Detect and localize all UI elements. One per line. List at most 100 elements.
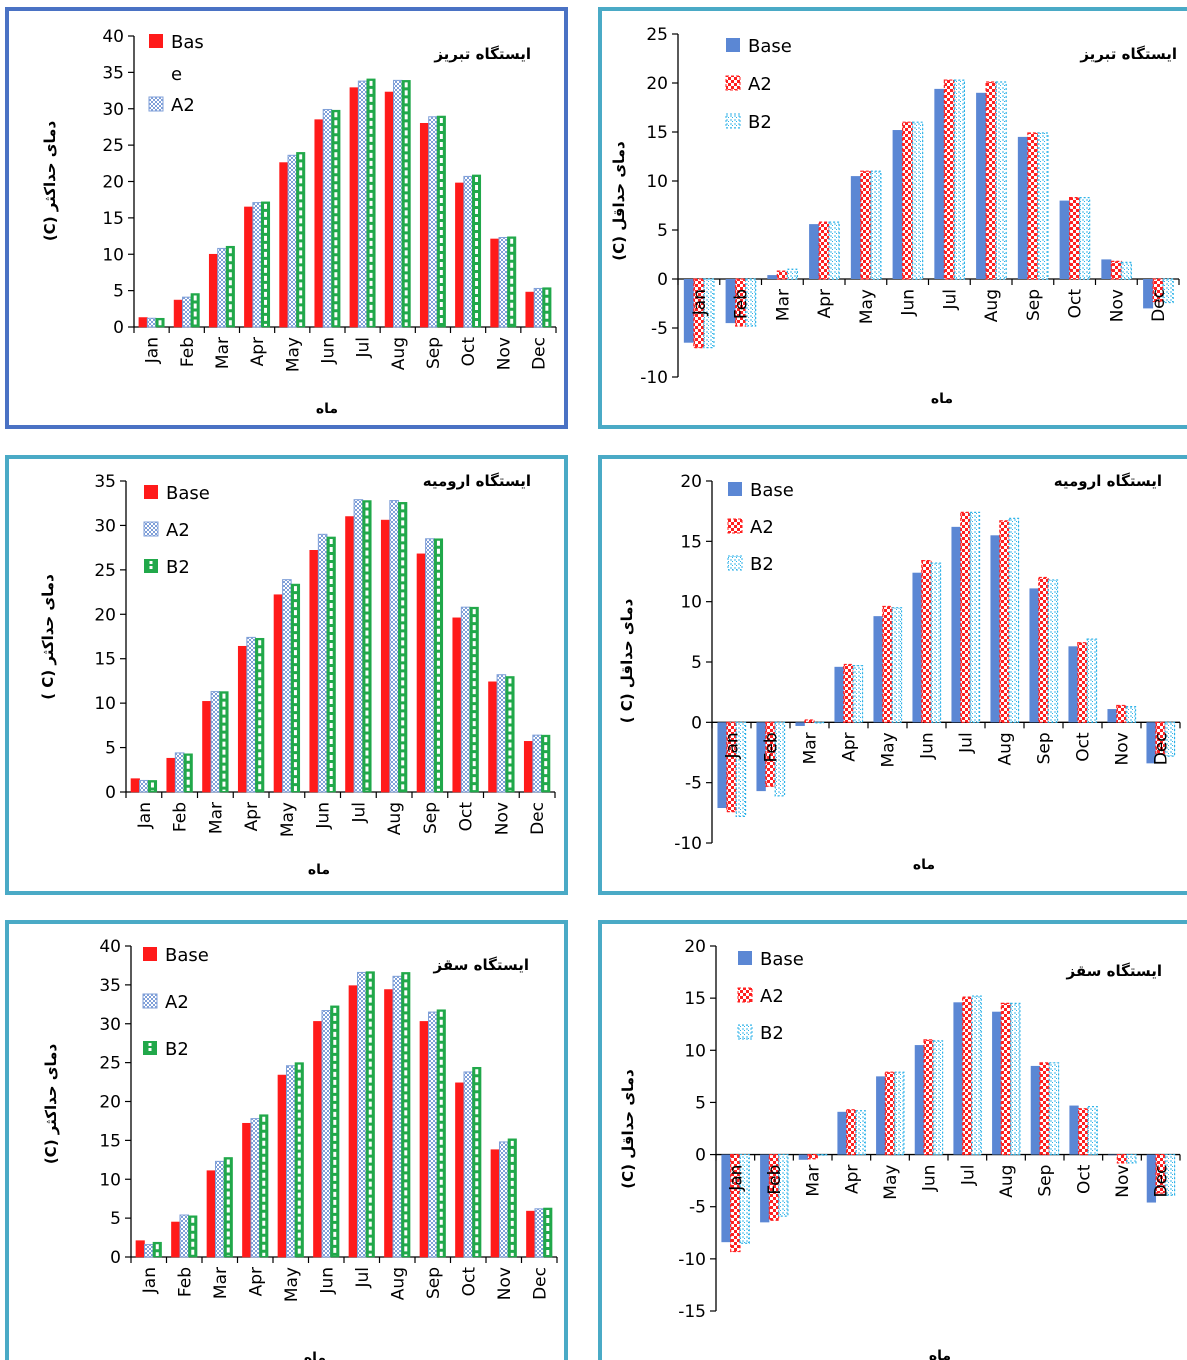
bar-b2-jan	[703, 278, 715, 349]
bar-base-jan	[717, 722, 727, 809]
x-tick-label: Oct	[459, 337, 479, 367]
bar-a2-aug	[393, 79, 403, 328]
x-tick-label: Aug	[389, 337, 409, 370]
bar-base-oct	[1069, 1105, 1079, 1155]
bar-a2-sep	[1039, 1062, 1050, 1156]
y-tick-label: 20	[99, 1093, 121, 1113]
y-tick-label: 10	[99, 1170, 121, 1190]
x-tick-label: Jul	[354, 337, 374, 359]
legend-label: A2	[166, 520, 190, 541]
chart-tabriz-max: 0 5 10 15 20 25 30 35 40 Jan Feb Mar Apr May Jun Jul Aug…	[41, 27, 557, 417]
bar-base-feb	[760, 1154, 770, 1223]
bar-a2-may	[287, 154, 297, 328]
bar-base-dec	[525, 291, 535, 328]
x-tick-label: Jun	[314, 802, 334, 830]
x-tick-label: Mar	[213, 337, 233, 369]
bar-a2-sep	[428, 116, 438, 328]
bar-b2-sep	[1037, 132, 1049, 280]
bar-b2-nov	[505, 676, 515, 793]
legend-swatch-a2	[148, 96, 164, 112]
bar-a2-may	[860, 170, 872, 280]
bar-base-jun	[914, 1045, 925, 1155]
bar-a2-jun	[321, 1010, 332, 1258]
bar-b2-dec	[1164, 721, 1176, 757]
bar-base-apr	[242, 1122, 252, 1258]
y-tick-label: 0	[657, 270, 668, 290]
x-tick-label: Oct	[457, 802, 477, 832]
x-tick-label: Mar	[211, 1267, 231, 1299]
bar-base-jul	[953, 1002, 963, 1155]
bar-b2-may	[296, 152, 306, 328]
bar-base-dec	[1146, 722, 1156, 764]
bar-base-jun	[314, 119, 324, 328]
bar-a2-jun	[921, 560, 932, 723]
bar-base-apr	[834, 666, 844, 723]
y-tick-label: 35	[102, 63, 124, 83]
bar-a2-mar	[804, 719, 815, 723]
bar-base-sep	[416, 553, 426, 793]
y-tick-label: -15	[678, 1302, 706, 1322]
x-tick-label: Jul	[957, 732, 977, 754]
x-tick-label: Sep	[424, 337, 444, 369]
x-tick-label: Aug	[982, 289, 1002, 322]
bar-base-jan	[135, 1240, 145, 1258]
x-tick-label: Oct	[1074, 1164, 1094, 1194]
x-tick-label: Feb	[175, 1267, 195, 1297]
x-tick-label: Dec	[1152, 732, 1172, 765]
y-tick-label: -10	[678, 1250, 706, 1270]
bar-base-feb	[756, 722, 766, 792]
bar-b2-jun	[912, 121, 924, 280]
bar-b2-apr	[828, 221, 840, 280]
x-tick-label: Sep	[424, 1267, 444, 1299]
legend-swatch-base	[149, 34, 163, 48]
bar-b2-nov	[1120, 261, 1133, 280]
bar-b2-may	[870, 170, 882, 280]
bar-a2-may	[282, 579, 292, 793]
bar-a2-apr	[846, 1109, 857, 1156]
bar-b2-jun	[930, 562, 942, 723]
legend-swatch-a2	[727, 518, 743, 534]
y-tick-label: 15	[684, 989, 706, 1009]
x-axis-label: ماه	[316, 401, 338, 417]
y-tick-label: -5	[651, 319, 668, 339]
chart-title: ایستگاه ارومیه	[1054, 472, 1162, 490]
bar-a2-mar	[807, 1153, 818, 1160]
bar-a2-dec	[1155, 1153, 1166, 1194]
y-axis-label: (C) دمای حداقل	[610, 141, 628, 261]
bar-b2-sep	[436, 115, 446, 328]
bar-base-nov	[490, 238, 500, 328]
legend-label: Base	[760, 949, 804, 970]
x-tick-label: Nov	[494, 337, 514, 370]
y-axis-unit: ( C)	[39, 665, 57, 700]
bar-a2-nov	[498, 1141, 509, 1258]
bar-base-nov	[488, 681, 498, 793]
x-tick-label: Dec	[529, 337, 549, 370]
bar-b2-oct	[1079, 197, 1091, 280]
bar-base-apr	[237, 645, 248, 793]
bar-base-nov	[1107, 709, 1117, 723]
y-tick-label: 15	[94, 650, 116, 670]
bar-a2-jun	[317, 533, 328, 793]
y-tick-label: 5	[695, 1093, 706, 1113]
y-axis-label: ( C) دمای حداکثر	[39, 574, 57, 700]
x-tick-label: Jun	[317, 1267, 337, 1295]
x-tick-label: Apr	[242, 802, 262, 831]
chart-panel-tabriz-min: -10 -5 0 5 10 15 20 25 Jan Feb Mar Apr May Jun Jul Aug S…	[598, 7, 1187, 429]
y-tick-label: 5	[657, 221, 668, 241]
bar-a2-may	[285, 1065, 296, 1258]
bar-a2-jun	[923, 1039, 934, 1156]
bar-base-nov	[1101, 259, 1112, 279]
x-tick-label: Aug	[388, 1267, 408, 1300]
y-tick-label: 30	[102, 100, 124, 120]
y-axis-unit: (C)	[42, 1134, 60, 1164]
legend-label: B2	[166, 557, 190, 578]
chart-urmia-min: -10 -5 0 5 10 15 20 Jan Feb Mar Apr May Jun Jul Aug Sep…	[618, 472, 1181, 873]
bar-base-sep	[1017, 136, 1028, 279]
bar-b2-aug	[398, 502, 408, 793]
y-axis-label: (C) دمای حداقل	[619, 1069, 637, 1189]
x-tick-label: May	[879, 732, 899, 767]
x-tick-label: Jul	[349, 802, 369, 824]
bar-a2-oct	[463, 1071, 474, 1258]
y-tick-label: 5	[110, 1209, 121, 1229]
bar-base-mar	[795, 722, 805, 726]
